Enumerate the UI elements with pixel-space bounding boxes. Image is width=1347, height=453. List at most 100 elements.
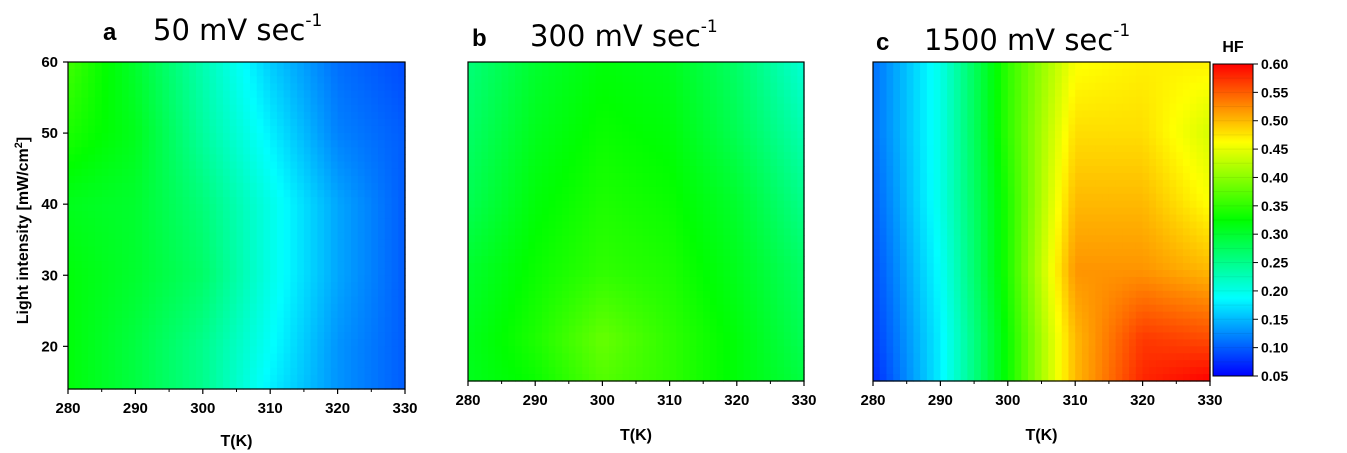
heatmap-cell (893, 353, 901, 361)
heatmap-cell (886, 318, 894, 327)
heatmap-cell (906, 179, 915, 188)
heatmap-cell (189, 83, 197, 92)
heatmap-cell (568, 200, 577, 209)
heatmap-cell (94, 310, 103, 319)
heatmap-cell (535, 152, 543, 160)
heatmap-cell (182, 374, 190, 383)
heatmap-cell (696, 276, 704, 285)
heatmap-cell (310, 104, 318, 113)
heatmap-cell (750, 228, 758, 236)
heatmap-cell (709, 346, 718, 354)
heatmap-cell (730, 346, 738, 354)
heatmap-cell (709, 325, 718, 334)
heatmap-cell (899, 166, 908, 174)
heatmap-cell (189, 310, 197, 319)
heatmap-cell (602, 270, 610, 278)
heatmap-cell (595, 353, 603, 361)
panel-title-superscript: -1 (701, 17, 718, 37)
heatmap-cell (893, 263, 901, 271)
heatmap-cell (508, 166, 516, 174)
heatmap-cell (662, 62, 671, 70)
heatmap-cell (656, 103, 664, 112)
heatmap-cell (730, 276, 738, 285)
heatmap-cell (528, 249, 536, 257)
heatmap-cell (508, 311, 516, 320)
heatmap-cell (736, 290, 745, 299)
heatmap-cell (223, 296, 231, 305)
heatmap-cell (879, 62, 888, 70)
heatmap-cell (669, 207, 677, 216)
heatmap-cell (243, 360, 251, 369)
heatmap-cell (189, 360, 197, 369)
heatmap-cell (74, 76, 83, 84)
heatmap-cell (629, 374, 637, 382)
heatmap-cell (101, 253, 110, 262)
heatmap-cell (371, 239, 379, 248)
heatmap-cell (750, 124, 758, 132)
heatmap-cell (378, 104, 386, 113)
heatmap-cell (656, 290, 664, 299)
heatmap-cell (236, 189, 244, 198)
heatmap-cell (283, 232, 292, 241)
heatmap-cell (256, 261, 265, 269)
heatmap-cell (743, 124, 751, 132)
heatmap-cell (169, 310, 177, 319)
heatmap-cell (602, 145, 610, 153)
heatmap-cell (703, 249, 711, 257)
heatmap-cell (216, 140, 224, 148)
heatmap-cell (384, 367, 393, 376)
heatmap-cell (763, 276, 771, 285)
heatmap-cell (74, 232, 83, 241)
heatmap-cell (595, 263, 603, 271)
heatmap-cell (216, 90, 224, 99)
heatmap-cell (68, 182, 76, 191)
heatmap-cell (743, 193, 751, 202)
heatmap-cell (189, 175, 197, 184)
heatmap-cell (256, 325, 265, 333)
heatmap-cell (906, 172, 915, 181)
heatmap-cell (175, 76, 184, 84)
heatmap-cell (317, 360, 325, 369)
heatmap-cell (148, 133, 157, 141)
heatmap-cell (575, 276, 583, 285)
heatmap-cell (297, 225, 305, 234)
heatmap-cell (337, 133, 345, 141)
heatmap-cell (175, 374, 184, 383)
heatmap-cell (371, 232, 379, 241)
heatmap-cell (736, 235, 745, 243)
heatmap-cell (270, 140, 278, 148)
heatmap-cell (777, 124, 785, 132)
heatmap-cell (750, 242, 758, 250)
heatmap-cell (756, 186, 765, 195)
heatmap-cell (317, 332, 325, 340)
heatmap-cell (202, 261, 211, 269)
heatmap-cell (209, 83, 217, 92)
heatmap-cell (324, 303, 332, 312)
heatmap-cell (474, 138, 483, 146)
heatmap-cell (223, 360, 231, 369)
heatmap-cell (562, 96, 570, 105)
heatmap-cell (642, 360, 651, 368)
heatmap-cell (481, 138, 489, 146)
heatmap-cell (602, 96, 610, 105)
heatmap-cell (169, 332, 177, 340)
heatmap-cell (229, 90, 238, 99)
heatmap-cell (893, 297, 901, 306)
heatmap-cell (468, 103, 476, 112)
heatmap-cell (743, 353, 751, 361)
heatmap-cell (223, 268, 231, 276)
heatmap-cell (588, 75, 597, 84)
heatmap-cell (68, 197, 76, 205)
heatmap-cell (797, 75, 805, 84)
heatmap-cell (243, 325, 251, 333)
heatmap-cell (330, 353, 339, 362)
heatmap-cell (169, 83, 177, 92)
heatmap-cell (229, 268, 238, 276)
heatmap-cell (899, 96, 908, 105)
heatmap-cell (303, 147, 312, 156)
heatmap-cell (622, 131, 630, 139)
heatmap-cell (716, 89, 724, 98)
heatmap-cell (398, 69, 406, 77)
heatmap-cell (283, 325, 292, 333)
